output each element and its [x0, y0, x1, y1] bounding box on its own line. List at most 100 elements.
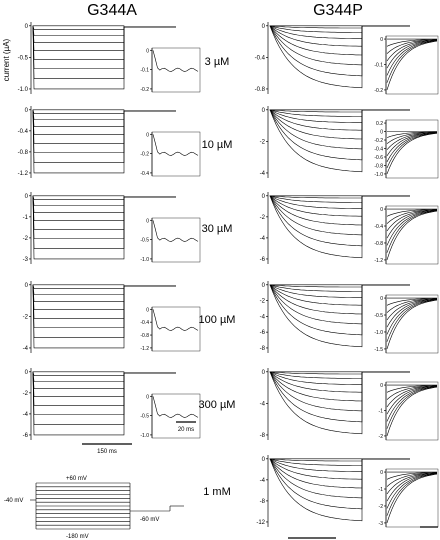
right-inset-traces-row-5: [386, 471, 438, 523]
right-traces-row-5: [269, 458, 410, 522]
right-axis-row-0: 0 -0.4 -0.8: [255, 22, 269, 94]
tick-label: -2: [23, 314, 29, 320]
tick-label: 0: [262, 370, 266, 376]
tick-label: -8: [260, 433, 266, 439]
left-traces-row-1: [32, 109, 176, 174]
right-axis-row-1: 0 -2 -4: [260, 106, 269, 178]
tick-label: 0: [25, 370, 29, 376]
tick-label: -0.4: [18, 129, 29, 135]
protocol-top-label: +60 mV: [66, 476, 87, 482]
y-axis-label: current (µA): [2, 38, 11, 81]
tick-label: -0.5: [18, 55, 29, 61]
left-inset-axis-row-0: 0 -0.1 -0.2: [140, 48, 153, 93]
tick-label: -1.0: [18, 87, 29, 93]
tick-label: -2: [260, 139, 266, 145]
conc-label-30uM: 30 µM: [202, 223, 233, 235]
tick-label: -0.2: [374, 88, 383, 94]
tick-label: 0: [146, 394, 149, 400]
left-axis-row-0: 0 -0.5 -1.0: [18, 22, 32, 94]
tick-label: 0: [262, 457, 266, 463]
tick-label: -0.4: [140, 320, 149, 326]
tick-label: -0.8: [374, 241, 383, 247]
right-inset-traces-row-3: [386, 297, 438, 349]
left-axis-row-2: 0 -1 -2 -3: [23, 192, 32, 264]
right-inset-traces-row-4: [386, 384, 438, 436]
left-inset-axis-row-3: 0 -0.4 -0.8 -1.2: [140, 307, 153, 352]
left-traces-row-3: [32, 284, 176, 349]
protocol-holding-label: -40 mV: [4, 498, 23, 504]
right-traces-row-3: [269, 284, 410, 348]
tick-label: 0.2: [376, 121, 383, 127]
voltage-protocol: [30, 482, 184, 530]
left-traces-row-0: [32, 25, 176, 90]
tick-label: -4: [23, 346, 29, 352]
tick-label: -1: [379, 408, 384, 414]
tick-label: 0: [380, 470, 383, 476]
tick-label: -1: [379, 487, 384, 493]
left-inset-traces-row-4: [152, 396, 199, 418]
left-axis-row-4: 0 -2 -4 -6: [23, 368, 32, 440]
tick-label: 0: [146, 307, 149, 313]
left-inset-axis-row-1: 0 -0.2 -0.4: [140, 132, 153, 177]
right-inset-traces-row-1: [386, 131, 438, 175]
tick-label: -12: [256, 520, 265, 526]
tick-label: -0.5: [140, 238, 149, 244]
tick-label: -0.5: [374, 313, 383, 319]
tick-label: 0: [380, 383, 383, 389]
tick-label: -2: [23, 236, 29, 242]
right-inset-traces-row-0: [386, 38, 438, 90]
tick-label: -0.1: [374, 62, 383, 68]
tick-label: -4: [260, 314, 266, 320]
tick-label: 0: [262, 194, 266, 200]
tick-label: -1.2: [140, 346, 149, 352]
tick-label: -0.6: [374, 155, 383, 161]
left-inset-traces-row-3: [152, 309, 199, 331]
right-traces-row-4: [269, 371, 410, 435]
left-inset-axis-row-2: 0 -0.5 -1.0: [140, 218, 153, 263]
tick-label: -0.8: [255, 87, 266, 93]
tick-label: -0.4: [374, 224, 383, 230]
tick-label: -4: [260, 478, 266, 484]
conc-label-300uM: 300 µM: [199, 399, 236, 411]
tick-label: -1.0: [140, 257, 149, 263]
tick-label: -1: [23, 215, 29, 221]
tick-label: -2: [379, 434, 384, 440]
left-inset-axis-row-4: 0 -0.5 -1.0: [140, 394, 153, 439]
tick-label: -1.0: [374, 330, 383, 336]
right-traces-row-2: [269, 195, 410, 259]
right-column-title: G344P: [313, 2, 363, 19]
right-inset-traces-row-2: [386, 208, 438, 260]
left-axis-row-3: 0 -2 -4: [23, 281, 32, 353]
tick-label: -1.5: [374, 347, 383, 353]
tick-label: -4: [260, 236, 266, 242]
conc-label-100uM: 100 µM: [199, 314, 236, 326]
tick-label: -4: [23, 412, 29, 418]
scale-bar-150ms-label: 150 ms: [97, 449, 117, 455]
tick-label: -4: [260, 171, 266, 177]
left-axis-row-1: 0 -0.4 -0.8 -1.2: [18, 106, 32, 178]
left-traces-row-2: [32, 195, 176, 260]
tick-label: 0: [380, 296, 383, 302]
tick-label: -8: [260, 346, 266, 352]
scale-bar-20ms-label: 20 ms: [178, 427, 194, 433]
tick-label: -2: [260, 299, 266, 305]
tick-label: 0: [146, 218, 149, 224]
tick-label: 0: [380, 37, 383, 43]
protocol-tail-label: -60 mV: [140, 517, 159, 523]
tick-label: -8: [260, 499, 266, 505]
left-inset-traces-row-0: [152, 50, 199, 72]
tick-label: 0: [25, 24, 29, 30]
tick-label: -0.5: [140, 414, 149, 420]
left-column-title: G344A: [87, 2, 137, 19]
right-inset-axis-row-5: 0 -1 -2 -3: [379, 469, 387, 527]
tick-label: -1.0: [140, 433, 149, 439]
tick-label: 0: [25, 108, 29, 114]
tick-label: -3: [23, 257, 29, 263]
tick-label: -4: [260, 401, 266, 407]
tick-label: -1.0: [374, 172, 383, 178]
tick-label: 0: [146, 132, 149, 138]
tick-label: -2: [260, 215, 266, 221]
right-traces-row-0: [269, 25, 410, 89]
tick-label: -2: [23, 391, 29, 397]
tick-label: 0: [25, 194, 29, 200]
